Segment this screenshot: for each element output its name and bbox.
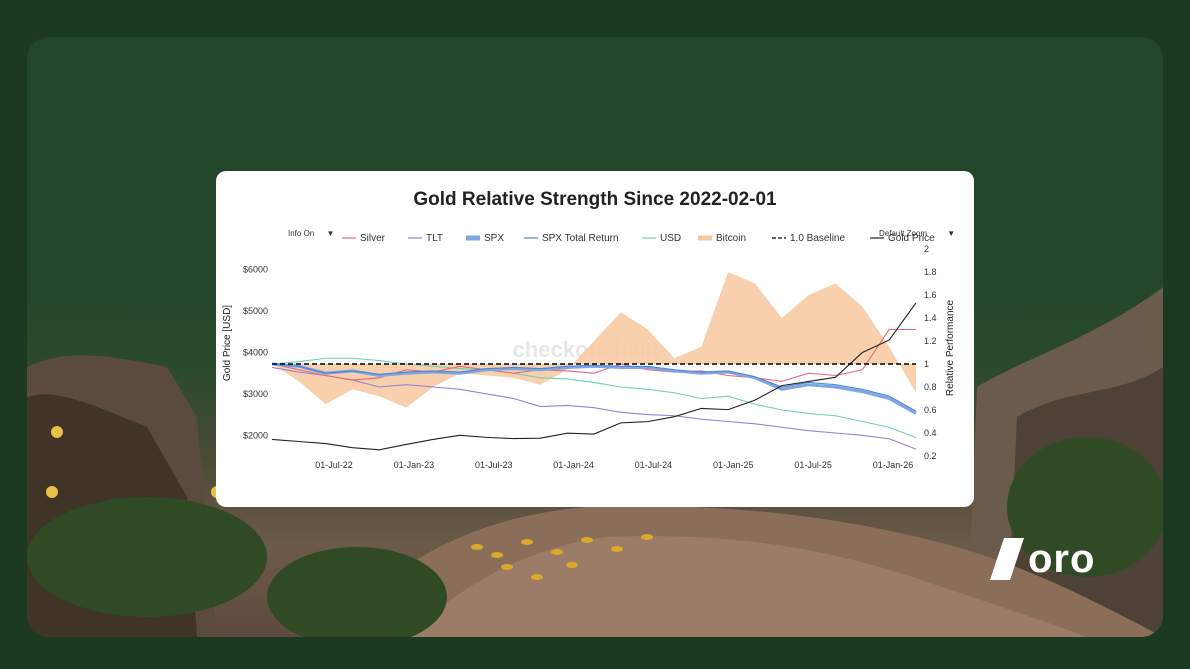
series-usd-line [271,357,917,439]
legend-label-silver: Silver [360,233,386,244]
left-axis-ticks: $2000 $3000 $4000 $5000 $6000 [243,265,268,441]
gold-coins [471,534,653,580]
right-tick-label: 0.2 [924,451,937,461]
x-tick-label: 01-Jan-25 [713,460,754,470]
right-axis-ticks: 0.2 0.4 0.6 0.8 1 1.2 1.4 1.6 1.8 2 [924,244,937,461]
zoom-selector[interactable]: Default Zoom ▼ [879,229,955,238]
legend-label-gold-price: Gold Price [888,233,935,244]
right-axis-label: Relative Performance [945,299,956,396]
right-tick-label: 1.4 [924,313,937,323]
right-tick-label: 1.2 [924,336,937,346]
right-tick-label: 1.8 [924,267,937,277]
left-tick-label: $3000 [243,389,268,399]
oro-slash-icon [990,538,1024,580]
x-tick-label: 01-Jul-24 [635,460,673,470]
legend-label-bitcoin: Bitcoin [716,233,746,244]
series-spx-total-return-line [271,363,917,412]
x-tick-label: 01-Jul-25 [794,460,832,470]
legend-label-tlt: TLT [426,233,443,244]
series-gold-price-line [271,302,917,451]
chart-svg: Silver TLT SPX SPX Total Return USD Bitcoin 1.… [222,233,956,470]
plot-area [271,272,917,451]
x-axis-ticks: 01-Jul-22 01-Jan-23 01-Jul-23 01-Jan-24 01-J… [315,460,913,470]
left-tick-label: $4000 [243,348,268,358]
right-tick-label: 0.6 [924,405,937,415]
legend-label-usd: USD [660,233,681,244]
x-tick-label: 01-Jul-23 [475,460,513,470]
zoom-dropdown-icon: ▼ [947,229,956,238]
series-spx-line [271,362,917,415]
left-tick-label: $6000 [243,265,268,275]
info-toggle[interactable]: Info On ▼ [288,229,334,238]
x-tick-label: 01-Jan-23 [394,460,435,470]
oro-logo: oro [990,537,1095,581]
chart-card: Gold Relative Strength Since 2022-02-01 … [216,171,974,507]
left-tick-label: $2000 [243,430,268,440]
background-scene [27,287,1163,637]
right-tick-label: 1.6 [924,290,937,300]
foliage [27,437,1163,637]
x-tick-label: 01-Jan-24 [553,460,594,470]
x-tick-label: 01-Jan-26 [873,460,914,470]
stone-path-highlight [407,536,1087,637]
series-tlt-line [271,366,917,450]
right-tick-label: 0.8 [924,382,937,392]
series-silver-line [271,328,916,382]
legend: Silver TLT SPX SPX Total Return USD Bitcoin 1.… [342,233,935,244]
info-dropdown-icon: ▼ [326,229,335,238]
legend-label-spx-total-return: SPX Total Return [542,233,619,244]
logo-text: oro [1028,537,1096,581]
x-tick-label: 01-Jul-22 [315,460,353,470]
left-tick-label: $5000 [243,306,268,316]
right-tick-label: 2 [924,244,929,254]
zoom-selector-label: Default Zoom [879,229,928,238]
series-bitcoin-area [272,272,916,408]
legend-label-1-0-baseline: 1.0 Baseline [790,233,845,244]
legend-label-spx: SPX [484,233,504,244]
left-axis-label: Gold Price [USD] [222,305,233,381]
right-tick-label: 1 [924,359,929,369]
right-tick-label: 0.4 [924,428,937,438]
info-toggle-label: Info On [288,229,315,238]
chart-title: Gold Relative Strength Since 2022-02-01 [413,189,777,210]
